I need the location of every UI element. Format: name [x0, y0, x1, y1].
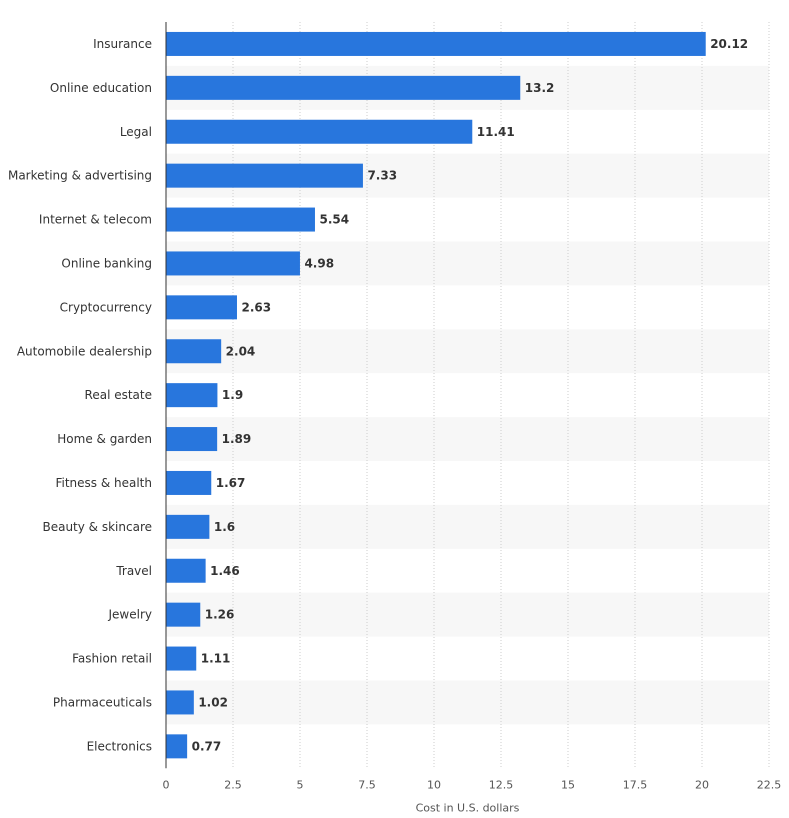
bar: [166, 602, 201, 627]
x-tick-label: 5: [297, 778, 304, 791]
data-label: 1.02: [198, 695, 228, 709]
data-label: 1.9: [222, 388, 243, 402]
category-label: Electronics: [87, 739, 152, 753]
data-label: 1.11: [201, 652, 231, 666]
data-label: 20.12: [710, 37, 748, 51]
category-label: Online banking: [61, 256, 152, 270]
x-tick-label: 7.5: [358, 778, 376, 791]
x-tick-label: 0: [163, 778, 170, 791]
category-label: Home & garden: [57, 432, 152, 446]
data-label: 5.54: [319, 213, 349, 227]
x-axis-ticks: 0 2.5 5 7.5 10 12.5 15 17.5 20 22.5: [163, 778, 782, 791]
category-label: Automobile dealership: [17, 344, 152, 358]
bar: [166, 163, 363, 188]
x-axis-title: Cost in U.S. dollars: [416, 801, 520, 814]
category-label: Internet & telecom: [39, 213, 152, 227]
category-label: Fitness & health: [55, 476, 152, 490]
category-label: Jewelry: [108, 608, 153, 622]
bar: [166, 207, 315, 232]
category-label: Online education: [50, 81, 152, 95]
category-label: Fashion retail: [72, 652, 152, 666]
x-tick-label: 17.5: [623, 778, 648, 791]
category-label: Insurance: [93, 37, 152, 51]
data-label: 2.04: [226, 344, 256, 358]
value-labels: 20.12 13.2 11.41 7.33 5.54 4.98 2.63 2.04 1.9 1.8…: [192, 37, 749, 753]
data-label: 13.2: [525, 81, 555, 95]
category-label: Real estate: [85, 388, 152, 402]
category-labels: Insurance Online education Legal Marketing …: [8, 37, 152, 753]
bar: [166, 646, 197, 671]
category-label: Pharmaceuticals: [53, 695, 152, 709]
data-label: 1.67: [216, 476, 246, 490]
x-tick-label: 12.5: [489, 778, 514, 791]
bar: [166, 427, 218, 452]
bar: [166, 31, 706, 56]
row-band: [166, 329, 769, 374]
data-label: 11.41: [477, 125, 515, 139]
bars: [166, 31, 706, 759]
data-label: 7.33: [367, 169, 397, 183]
category-label: Travel: [115, 564, 152, 578]
bar: [166, 514, 210, 539]
bar: [166, 383, 218, 408]
x-tick-label: 22.5: [757, 778, 782, 791]
bar: [166, 295, 237, 320]
bar: [166, 690, 194, 715]
bar: [166, 119, 473, 144]
bar: [166, 558, 206, 583]
category-label: Cryptocurrency: [60, 300, 152, 314]
row-band: [166, 592, 769, 637]
x-tick-label: 10: [427, 778, 441, 791]
category-label: Legal: [120, 125, 152, 139]
bar: [166, 470, 212, 495]
row-band: [166, 680, 769, 725]
data-label: 1.26: [205, 608, 235, 622]
x-tick-label: 2.5: [224, 778, 242, 791]
x-tick-label: 20: [695, 778, 709, 791]
x-tick-label: 15: [561, 778, 575, 791]
bar: [166, 339, 222, 364]
row-band: [166, 504, 769, 549]
bar: [166, 251, 300, 276]
row-band: [166, 417, 769, 461]
data-label: 1.6: [214, 520, 235, 534]
data-label: 1.89: [222, 432, 252, 446]
row-bands: [166, 65, 769, 725]
category-label: Beauty & skincare: [42, 520, 152, 534]
data-label: 0.77: [192, 739, 222, 753]
bar: [166, 734, 188, 759]
data-label: 2.63: [241, 300, 271, 314]
category-label: Marketing & advertising: [8, 169, 152, 183]
gridlines: [232, 22, 770, 769]
bar: [166, 75, 521, 100]
data-label: 1.46: [210, 564, 240, 578]
data-label: 4.98: [304, 256, 334, 270]
